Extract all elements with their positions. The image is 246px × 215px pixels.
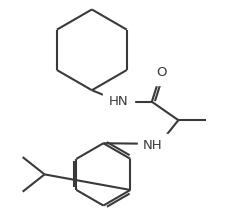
Text: O: O: [156, 66, 166, 79]
Text: NH: NH: [143, 139, 163, 152]
Text: HN: HN: [108, 95, 128, 108]
